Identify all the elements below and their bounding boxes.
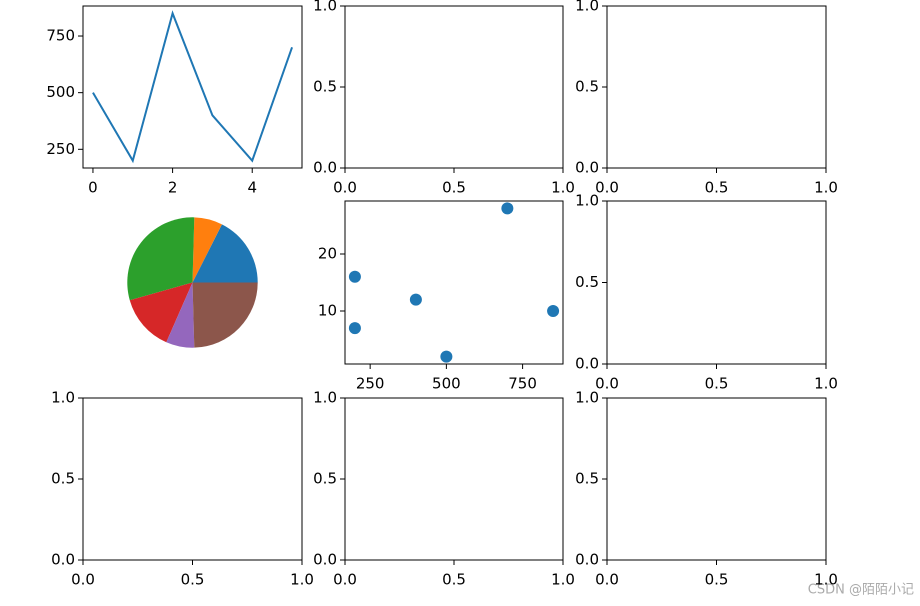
axes-frame <box>344 200 564 365</box>
pie-wedge <box>166 282 195 348</box>
y-tick-label: 750 <box>46 27 75 45</box>
x-tick-label: 750 <box>508 375 537 393</box>
x-tick-label: 2 <box>168 179 178 197</box>
axes-frame <box>606 200 827 365</box>
x-tick-label: 0.0 <box>333 571 357 589</box>
pie-wedge <box>192 224 258 283</box>
x-tick-label: 0.5 <box>442 571 466 589</box>
y-tick-label: 0.0 <box>575 551 599 569</box>
x-tick-label: 4 <box>247 179 257 197</box>
y-tick-label: 0.5 <box>313 78 337 96</box>
x-tick-label: 1.0 <box>551 571 575 589</box>
axes-frame <box>344 397 564 561</box>
y-tick-label: 1.0 <box>313 0 337 15</box>
x-tick-label: 1.0 <box>814 179 838 197</box>
x-tick-label: 0.0 <box>595 571 619 589</box>
x-tick-label: 0.5 <box>705 375 729 393</box>
pie-wedge <box>192 217 222 283</box>
y-tick-label: 500 <box>46 83 75 101</box>
y-tick-label: 1.0 <box>575 0 599 15</box>
scatter-point <box>409 293 422 306</box>
scatter-point <box>348 270 361 283</box>
y-tick-label: 250 <box>46 140 75 158</box>
x-tick-label: 0.5 <box>705 571 729 589</box>
scatter-point <box>348 322 361 335</box>
y-tick-label: 0.5 <box>51 470 75 488</box>
x-tick-label: 1.0 <box>814 375 838 393</box>
y-tick-label: 1.0 <box>313 389 337 407</box>
scatter-point <box>501 202 514 215</box>
x-tick-label: 1.0 <box>290 571 314 589</box>
axes-frame <box>344 5 564 169</box>
y-tick-label: 1.0 <box>575 192 599 210</box>
x-tick-label: 1.0 <box>551 179 575 197</box>
y-tick-label: 10 <box>318 301 337 319</box>
pie-wedge <box>129 282 193 343</box>
x-tick-label: 0.5 <box>181 571 205 589</box>
x-tick-label: 500 <box>432 375 461 393</box>
y-tick-label: 0.0 <box>51 551 75 569</box>
x-tick-label: 0.0 <box>595 375 619 393</box>
x-tick-label: 0.5 <box>442 179 466 197</box>
axes-frame <box>606 5 827 169</box>
x-tick-label: 0.0 <box>333 179 357 197</box>
x-tick-label: 0.0 <box>71 571 95 589</box>
scatter-point <box>440 350 453 363</box>
axes-frame <box>82 5 303 169</box>
scatter-point <box>547 304 560 317</box>
y-tick-label: 0.0 <box>575 355 599 373</box>
y-tick-label: 0.0 <box>313 159 337 177</box>
y-tick-label: 0.5 <box>575 78 599 96</box>
y-tick-label: 0.0 <box>313 551 337 569</box>
pie-wedge <box>192 282 258 348</box>
x-tick-label: 250 <box>356 375 385 393</box>
y-tick-label: 0.5 <box>575 273 599 291</box>
y-tick-label: 20 <box>318 245 337 263</box>
axes-frame <box>82 397 303 561</box>
x-tick-label: 0 <box>88 179 98 197</box>
y-tick-label: 1.0 <box>51 389 75 407</box>
pie-wedge <box>127 217 195 301</box>
line <box>92 10 293 164</box>
y-tick-label: 1.0 <box>575 389 599 407</box>
x-tick-label: 1.0 <box>814 571 838 589</box>
y-tick-label: 0.5 <box>575 470 599 488</box>
axes-frame <box>606 397 827 561</box>
y-tick-label: 0.5 <box>313 470 337 488</box>
x-tick-label: 0.0 <box>595 179 619 197</box>
x-tick-label: 0.5 <box>705 179 729 197</box>
watermark: CSDN @陌陌小记 <box>808 583 914 598</box>
y-tick-label: 0.0 <box>575 159 599 177</box>
